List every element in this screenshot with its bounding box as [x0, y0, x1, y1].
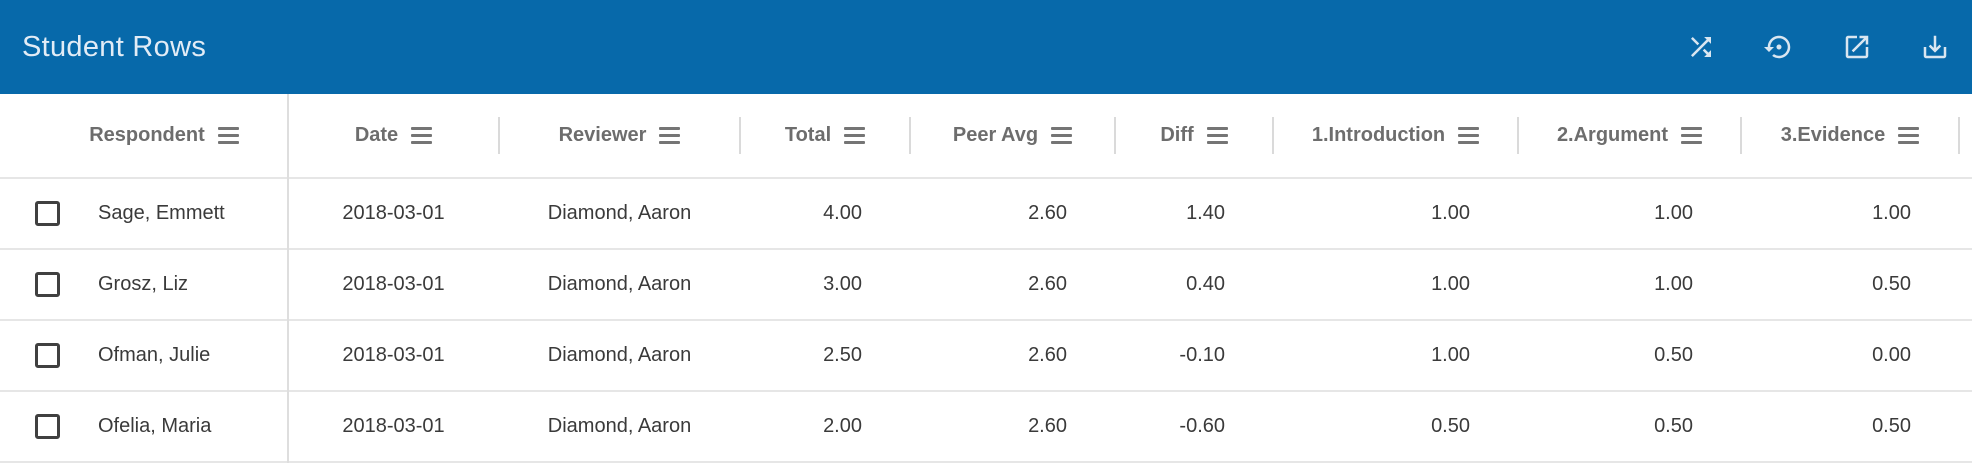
- history-restore-icon: [1764, 35, 1791, 59]
- cell-total: 2.50: [823, 344, 862, 366]
- cell-introduction: 1.00: [1431, 273, 1470, 295]
- table-row[interactable]: Grosz, Liz 2018-03-01 Diamond, Aaron 3.00 2.…: [0, 250, 1972, 321]
- column-header-date[interactable]: Date: [288, 94, 500, 177]
- column-menu-icon[interactable]: [844, 127, 866, 144]
- column-menu-icon[interactable]: [1458, 127, 1480, 144]
- cell-argument: 1.00: [1654, 202, 1693, 224]
- grid-header-row: Respondent Date Reviewer Total Peer Avg Diff 1…: [0, 94, 1972, 179]
- cell-total: 3.00: [823, 273, 862, 295]
- cell-introduction: 1.00: [1431, 344, 1470, 366]
- column-header-label: Reviewer: [558, 124, 647, 146]
- cell-diff: -0.10: [1179, 344, 1225, 366]
- row-checkbox[interactable]: [35, 272, 60, 297]
- column-menu-icon[interactable]: [217, 127, 239, 144]
- cell-argument: 0.50: [1654, 415, 1693, 437]
- respondent-name: Ofelia, Maria: [98, 415, 212, 437]
- cell-argument: 1.00: [1654, 273, 1693, 295]
- cell-introduction: 1.00: [1431, 202, 1470, 224]
- respondent-name: Sage, Emmett: [98, 202, 225, 224]
- table-row[interactable]: Ofman, Julie 2018-03-01 Diamond, Aaron 2.50…: [0, 321, 1972, 392]
- column-header-label: 1.Introduction: [1311, 124, 1446, 146]
- column-header-label: 2.Argument: [1556, 124, 1669, 146]
- column-header-label: Diff: [1160, 124, 1194, 146]
- column-header-introduction[interactable]: 1.Introduction: [1273, 94, 1519, 177]
- shuffle-button[interactable]: [1686, 32, 1716, 62]
- column-menu-icon[interactable]: [1681, 127, 1703, 144]
- cell-peer_avg: 2.60: [1028, 202, 1067, 224]
- cell-peer_avg: 2.60: [1028, 344, 1067, 366]
- column-header-label: Total: [784, 124, 832, 146]
- column-menu-icon[interactable]: [1051, 127, 1073, 144]
- cell-peer_avg: 2.60: [1028, 273, 1067, 295]
- column-header-label: 3.Evidence: [1780, 124, 1886, 146]
- respondent-name: Grosz, Liz: [98, 273, 189, 295]
- column-header-label: Peer Avg: [952, 124, 1039, 146]
- cell-reviewer: Diamond, Aaron: [547, 202, 692, 224]
- cell-diff: 0.40: [1186, 273, 1225, 295]
- row-checkbox[interactable]: [35, 201, 60, 226]
- table-row[interactable]: Ofelia, Maria 2018-03-01 Diamond, Aaron 2.0…: [0, 392, 1972, 463]
- cell-evidence: 1.00: [1872, 202, 1911, 224]
- cell-diff: -0.60: [1179, 415, 1225, 437]
- download-button[interactable]: [1920, 32, 1950, 62]
- page-title: Student Rows: [22, 30, 207, 63]
- respondent-name: Ofman, Julie: [98, 344, 211, 366]
- cell-reviewer: Diamond, Aaron: [547, 344, 692, 366]
- cell-respondent: Ofman, Julie: [0, 321, 288, 390]
- cell-argument: 0.50: [1654, 344, 1693, 366]
- open-in-new-button[interactable]: [1842, 32, 1872, 62]
- cell-date: 2018-03-01: [342, 344, 445, 366]
- row-checkbox[interactable]: [35, 343, 60, 368]
- cell-respondent: Ofelia, Maria: [0, 392, 288, 461]
- table-row[interactable]: Sage, Emmett 2018-03-01 Diamond, Aaron 4.00…: [0, 179, 1972, 250]
- open-in-new-icon: [1845, 35, 1869, 59]
- column-header-evidence[interactable]: 3.Evidence: [1741, 94, 1960, 177]
- cell-total: 4.00: [823, 202, 862, 224]
- download-icon: [1923, 35, 1947, 59]
- cell-introduction: 0.50: [1431, 415, 1470, 437]
- cell-respondent: Grosz, Liz: [0, 250, 288, 319]
- column-header-label: Date: [354, 124, 399, 146]
- history-restore-button[interactable]: [1764, 32, 1794, 62]
- column-header-peer_avg[interactable]: Peer Avg: [910, 94, 1116, 177]
- pinned-column-separator: [287, 94, 289, 463]
- cell-reviewer: Diamond, Aaron: [547, 415, 692, 437]
- cell-evidence: 0.00: [1872, 344, 1911, 366]
- shuffle-icon: [1691, 37, 1711, 57]
- column-menu-icon[interactable]: [411, 127, 433, 144]
- column-menu-icon[interactable]: [659, 127, 681, 144]
- cell-date: 2018-03-01: [342, 202, 445, 224]
- toolbar-actions: [1686, 32, 1950, 62]
- cell-respondent: Sage, Emmett: [0, 179, 288, 248]
- column-header-label: Respondent: [89, 124, 205, 146]
- column-header-argument[interactable]: 2.Argument: [1518, 94, 1742, 177]
- cell-evidence: 0.50: [1872, 415, 1911, 437]
- cell-date: 2018-03-01: [342, 273, 445, 295]
- grid-body: Sage, Emmett 2018-03-01 Diamond, Aaron 4.00…: [0, 179, 1972, 463]
- column-header-total[interactable]: Total: [740, 94, 911, 177]
- row-checkbox[interactable]: [35, 414, 60, 439]
- cell-date: 2018-03-01: [342, 415, 445, 437]
- title-bar: Student Rows: [0, 0, 1972, 94]
- cell-evidence: 0.50: [1872, 273, 1911, 295]
- column-menu-icon[interactable]: [1206, 127, 1228, 144]
- column-header-diff[interactable]: Diff: [1115, 94, 1274, 177]
- column-menu-icon[interactable]: [1898, 127, 1920, 144]
- cell-total: 2.00: [823, 415, 862, 437]
- column-header-reviewer[interactable]: Reviewer: [499, 94, 741, 177]
- cell-diff: 1.40: [1186, 202, 1225, 224]
- cell-reviewer: Diamond, Aaron: [547, 273, 692, 295]
- column-header-respondent[interactable]: Respondent: [0, 94, 288, 177]
- cell-peer_avg: 2.60: [1028, 415, 1067, 437]
